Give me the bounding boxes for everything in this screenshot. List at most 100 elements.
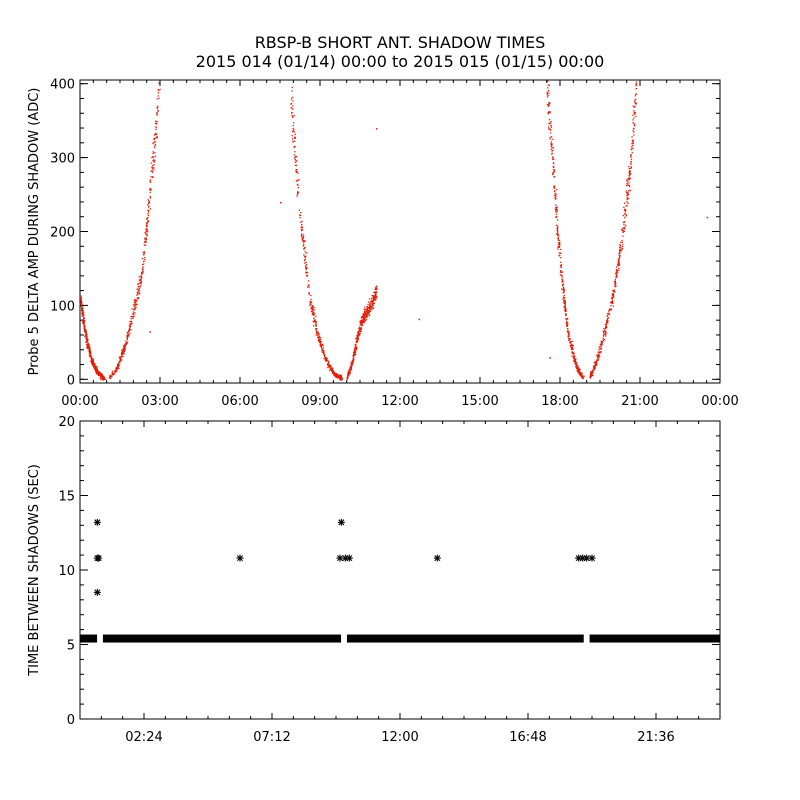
- delta-amp-point: [567, 334, 569, 336]
- delta-amp-point: [354, 353, 357, 355]
- delta-amp-point: [359, 324, 361, 326]
- delta-amp-point: [129, 326, 131, 328]
- delta-amp-point: [299, 221, 302, 223]
- delta-amp-point: [347, 375, 349, 377]
- delta-amp-point: [346, 377, 348, 380]
- delta-amp-point: [152, 171, 154, 173]
- delta-amp-point: [148, 206, 150, 208]
- delta-amp-point: [630, 154, 632, 156]
- delta-amp-point: [315, 334, 317, 336]
- delta-amp-point: [318, 340, 320, 342]
- delta-amp-point: [634, 95, 636, 97]
- delta-amp-point: [550, 124, 552, 127]
- delta-amp-point: [367, 312, 370, 314]
- delta-amp-point: [594, 364, 596, 367]
- delta-amp-point: [135, 299, 137, 302]
- delta-amp-point: [566, 330, 568, 332]
- delta-amp-point: [635, 93, 637, 95]
- delta-amp-point: [111, 372, 114, 374]
- delta-amp-point: [123, 353, 125, 355]
- delta-amp-point: [595, 360, 597, 363]
- delta-amp-point: [304, 246, 306, 248]
- delta-amp-point: [368, 311, 370, 313]
- delta-amp-point: [348, 369, 350, 371]
- delta-amp-point: [306, 267, 308, 269]
- delta-amp-point: [580, 375, 582, 377]
- delta-amp-point: [360, 320, 362, 322]
- delta-amp-point: [600, 340, 602, 343]
- top-x-tick-label: 00:00: [61, 394, 98, 409]
- delta-amp-point: [118, 364, 120, 366]
- delta-amp-point: [552, 168, 555, 171]
- delta-amp-point: [623, 227, 625, 229]
- delta-amp-point: [562, 292, 564, 294]
- delta-amp-point: [317, 331, 319, 333]
- delta-amp-point: [134, 299, 136, 301]
- delta-amp-point: [630, 160, 632, 163]
- delta-amp-point: [340, 377, 342, 379]
- delta-amp-point: [562, 285, 564, 287]
- delta-amp-point: [575, 366, 577, 368]
- delta-amp-point: [154, 140, 156, 142]
- delta-amp-point: [130, 324, 132, 326]
- delta-amp-point: [355, 338, 357, 340]
- delta-amp-point: [602, 335, 605, 337]
- delta-amp-point: [603, 328, 605, 330]
- delta-amp-point: [315, 330, 317, 332]
- delta-amp-point: [300, 229, 303, 231]
- delta-amp-point: [350, 366, 352, 369]
- delta-amp-point: [155, 122, 157, 124]
- delta-amp-point: [603, 338, 606, 341]
- delta-amp-point: [324, 355, 326, 357]
- delta-amp-point: [555, 224, 558, 226]
- delta-amp-point: [128, 325, 130, 327]
- top-x-tick-label: 15:00: [461, 394, 498, 409]
- delta-amp-point: [372, 304, 374, 306]
- delta-amp-point: [314, 321, 317, 323]
- delta-amp-point: [148, 201, 150, 203]
- delta-amp-point: [599, 343, 601, 345]
- delta-amp-point: [121, 349, 123, 351]
- delta-amp-point: [302, 229, 304, 231]
- delta-amp-point: [359, 330, 361, 332]
- delta-amp-point: [154, 145, 156, 147]
- delta-amp-point: [600, 351, 602, 353]
- delta-amp-point: [296, 171, 298, 173]
- delta-amp-point: [308, 292, 310, 294]
- delta-amp-point: [550, 136, 553, 138]
- delta-amp-point: [356, 339, 358, 341]
- delta-amp-point: [126, 331, 128, 334]
- delta-amp-point: [303, 240, 306, 242]
- delta-amp-point: [323, 350, 325, 352]
- delta-amp-point: [611, 302, 613, 304]
- delta-amp-point: [97, 372, 100, 374]
- delta-amp-point: [577, 366, 579, 369]
- delta-amp-point: [610, 297, 613, 300]
- delta-amp-point: [372, 304, 374, 306]
- delta-amp-point: [614, 284, 616, 286]
- delta-amp-point: [618, 249, 621, 251]
- delta-amp-point: [628, 172, 630, 174]
- delta-amp-point: [376, 128, 378, 130]
- delta-amp-point: [356, 340, 358, 342]
- delta-amp-point: [622, 227, 624, 229]
- delta-amp-point: [617, 258, 619, 261]
- delta-amp-point: [292, 125, 294, 127]
- delta-amp-point: [616, 275, 618, 278]
- delta-amp-point: [126, 336, 128, 338]
- delta-amp-point: [149, 331, 151, 333]
- delta-amp-point: [327, 361, 330, 363]
- delta-amp-point: [565, 308, 567, 311]
- delta-amp-point: [129, 328, 131, 331]
- delta-amp-point: [100, 374, 102, 376]
- delta-amp-point: [600, 344, 602, 346]
- delta-amp-point: [360, 327, 362, 329]
- delta-amp-point: [315, 321, 317, 323]
- delta-amp-point: [557, 234, 559, 236]
- delta-amp-point: [312, 305, 314, 308]
- delta-amp-point: [618, 253, 620, 255]
- delta-amp-point: [572, 352, 575, 354]
- delta-amp-point: [614, 285, 617, 288]
- delta-amp-point: [628, 182, 630, 184]
- delta-amp-point: [364, 306, 366, 308]
